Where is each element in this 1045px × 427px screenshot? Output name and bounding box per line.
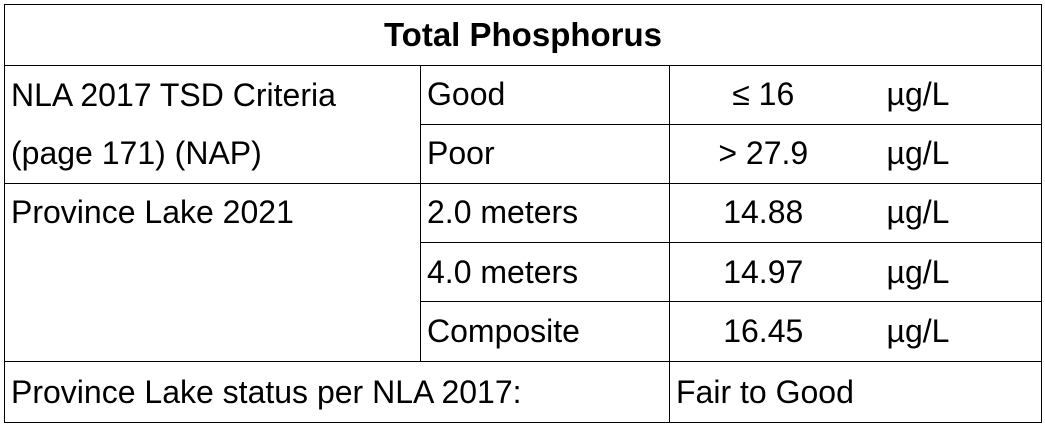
lake-unit-composite: µg/L [856,301,1042,363]
lake-unit-4m: µg/L [856,242,1042,303]
lake-unit-2m: µg/L [856,182,1042,244]
table-title: Total Phosphorus [4,4,1042,66]
criteria-label-line2: (page 171) (NAP) [4,124,421,184]
lake-row-2m: Province Lake 2021 2.0 meters 14.88 µg/L [4,182,1042,363]
criteria-row-poor: (page 171) (NAP) Poor > 27.9 µg/L [4,123,1042,184]
lake-label: Province Lake 2021 [4,182,421,363]
lake-value-composite: 16.45 [669,301,857,363]
title-row: Total Phosphorus [4,4,1042,66]
criteria-label-line1: NLA 2017 TSD Criteria [4,64,421,125]
lake-value-2m: 14.88 [669,182,857,244]
lake-row-composite: Composite 16.45 µg/L [5,301,1042,363]
lake-value-4m: 14.97 [669,242,857,303]
criteria-value-poor: > 27.9 [669,123,857,184]
lake-category-composite: Composite [420,301,670,363]
status-row: Province Lake status per NLA 2017: Fair … [4,361,1042,423]
lake-category-2m: 2.0 meters [420,182,670,244]
criteria-value-good: ≤ 16 [669,64,857,125]
lake-category-4m: 4.0 meters [420,242,670,303]
criteria-unit-poor: µg/L [856,123,1042,184]
criteria-category-poor: Poor [420,123,670,184]
lake-row-4m: 4.0 meters 14.97 µg/L [5,242,1042,303]
phosphorus-table: Total Phosphorus NLA 2017 TSD Criteria G… [4,4,1042,423]
status-label: Province Lake status per NLA 2017: [4,361,670,423]
criteria-unit-good: µg/L [856,64,1042,125]
criteria-row-good: NLA 2017 TSD Criteria Good ≤ 16 µg/L [4,64,1042,125]
status-value: Fair to Good [669,361,1042,423]
criteria-category-good: Good [420,64,670,125]
